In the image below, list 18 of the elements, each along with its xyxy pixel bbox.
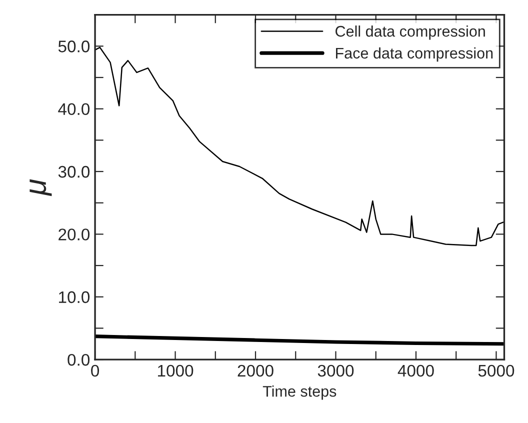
legend-label: Cell data compression [336, 26, 485, 40]
y-tick-label: 10.0 [59, 291, 90, 304]
x-tick-label: 5000 [478, 364, 514, 377]
x-tick-label: 0 [91, 364, 100, 377]
y-tick-label: 0.0 [68, 354, 90, 366]
x-tick-label: 4000 [398, 364, 434, 377]
x-tick-label: 3000 [318, 364, 354, 377]
x-tick-label: 2000 [238, 364, 274, 377]
x-axis-title: Time steps [262, 386, 336, 400]
line-series [95, 46, 504, 246]
y-tick-label: 30.0 [58, 166, 90, 178]
legend-label: Face data compression [336, 47, 493, 62]
line-series [95, 334, 504, 346]
y-axis-title: μ [30, 179, 52, 196]
y-tick-label: 50.0 [58, 40, 90, 52]
y-tick-label: 20.0 [58, 228, 90, 240]
x-tick-label: 1000 [158, 364, 194, 377]
y-tick-label: 40.0 [58, 103, 90, 116]
